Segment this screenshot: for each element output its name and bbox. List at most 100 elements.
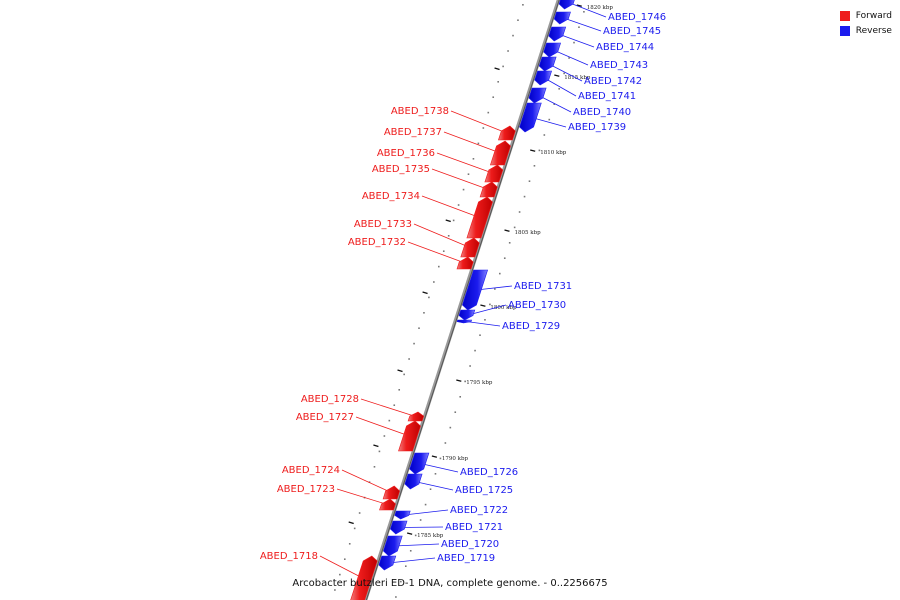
label-connector (436, 152, 494, 174)
gene-arrow[interactable] (407, 411, 425, 422)
minor-tick (422, 291, 428, 295)
gene-label[interactable]: ABED_1739 (568, 122, 626, 133)
label-connector (563, 17, 602, 32)
gene-arrow[interactable] (456, 319, 473, 324)
gene-arrow[interactable] (390, 520, 408, 535)
scale-dot (414, 534, 417, 537)
gene-label[interactable]: ABED_1742 (584, 76, 642, 87)
gene-arrow[interactable] (497, 125, 516, 141)
label-connector (476, 285, 513, 291)
gene-arrow[interactable] (519, 102, 542, 133)
gene-arrow[interactable] (379, 498, 396, 511)
tick-mark (504, 229, 510, 232)
gene-label[interactable]: ABED_1740 (573, 107, 631, 118)
gene-label[interactable]: ABED_1724 (282, 465, 340, 476)
gene-arrow[interactable] (528, 87, 547, 104)
gene-label[interactable]: ABED_1746 (608, 12, 666, 23)
gene-arrow[interactable] (383, 535, 403, 557)
scale-dot (404, 565, 407, 567)
gene-arrow[interactable] (409, 452, 430, 475)
gene-arrow[interactable] (398, 420, 421, 452)
legend: Forward Reverse (839, 8, 892, 38)
gene-label[interactable]: ABED_1738 (391, 106, 449, 117)
gene-label[interactable]: ABED_1737 (384, 127, 442, 138)
tick-label: 1815 kbp (564, 75, 591, 81)
minor-tick (397, 369, 403, 373)
dna-backbone-highlight (365, 0, 560, 600)
scale-dot (512, 34, 514, 37)
scale-dot (343, 558, 346, 560)
gene-arrow[interactable] (382, 485, 400, 500)
gene-label[interactable]: ABED_1726 (460, 467, 518, 478)
scale-dot (477, 142, 480, 145)
gene-arrow[interactable] (394, 510, 411, 520)
gene-arrow[interactable] (479, 181, 498, 198)
gene-arrow[interactable] (534, 70, 553, 86)
tick-marks: 1820 kbp 1815 kbp 1810 kbp 1805 kbp 1800 kbp… (348, 4, 613, 539)
scale-dot (469, 365, 471, 367)
gene-label[interactable]: ABED_1720 (441, 539, 499, 550)
gene-arrow[interactable] (543, 42, 562, 58)
gene-arrow[interactable] (350, 555, 378, 600)
gene-label[interactable]: ABED_1722 (450, 505, 508, 516)
scale-dot (489, 303, 491, 306)
label-connector (558, 33, 595, 48)
gene-label[interactable]: ABED_1730 (508, 300, 566, 311)
gene-arrow[interactable] (458, 309, 476, 321)
gene-label[interactable]: ABED_1744 (596, 42, 654, 53)
gene-label[interactable]: ABED_1731 (514, 281, 572, 292)
gene-label[interactable]: ABED_1743 (590, 60, 648, 71)
gene-label[interactable]: ABED_1719 (437, 553, 495, 564)
gene-label[interactable]: ABED_1718 (260, 551, 318, 562)
scale-dot (487, 111, 490, 114)
tick-mark (480, 304, 486, 307)
gene-label[interactable]: ABED_1732 (348, 237, 406, 248)
label-connector (421, 195, 480, 218)
gene-arrow[interactable] (558, 0, 576, 10)
gene-arrow[interactable] (548, 26, 567, 42)
scale-dot (353, 527, 356, 530)
gene-label[interactable]: ABED_1733 (354, 219, 412, 230)
scale-dot (553, 103, 556, 105)
scale-dot (484, 319, 486, 321)
gene-arrow[interactable] (456, 256, 474, 270)
gene-arrow[interactable] (378, 555, 397, 571)
scale-dot (502, 65, 504, 68)
gene-arrow[interactable] (462, 269, 489, 311)
label-connector (450, 110, 507, 134)
gene-arrow[interactable] (404, 473, 423, 490)
scale-dot (409, 550, 412, 552)
gene-label[interactable]: ABED_1721 (445, 522, 503, 533)
scale-dot (494, 288, 496, 290)
scale-dot (398, 389, 401, 391)
gene-label[interactable]: ABED_1745 (603, 26, 661, 37)
scale-dot (452, 219, 455, 222)
label-connector (538, 95, 572, 113)
scale-dot (388, 419, 391, 422)
gene-label[interactable]: ABED_1735 (372, 164, 430, 175)
label-connector (531, 117, 567, 128)
scale-dot (508, 242, 511, 244)
scale-dot (538, 149, 541, 152)
scale-dot (513, 226, 516, 229)
gene-label[interactable]: ABED_1725 (455, 485, 513, 496)
tick-mark (406, 532, 413, 535)
gene-label[interactable]: ABED_1723 (277, 484, 335, 495)
gene-label[interactable]: ABED_1734 (362, 191, 420, 202)
gene-label[interactable]: ABED_1728 (301, 394, 359, 405)
label-connector (443, 131, 501, 154)
gene-label[interactable]: ABED_1741 (578, 91, 636, 102)
scale-dot (459, 396, 462, 398)
gene-label[interactable]: ABED_1736 (377, 148, 435, 159)
tick-mark (576, 4, 582, 7)
legend-reverse: Reverse (839, 23, 892, 38)
scale-dot (378, 450, 381, 453)
scale-dot (454, 411, 457, 413)
tick-label: 1805 kbp (515, 230, 542, 236)
gene-label[interactable]: ABED_1729 (502, 321, 560, 332)
gene-label[interactable]: ABED_1727 (296, 412, 354, 423)
scale-dot (424, 503, 427, 506)
gene-arrow[interactable] (553, 11, 571, 25)
gene-arrow[interactable] (538, 56, 557, 72)
